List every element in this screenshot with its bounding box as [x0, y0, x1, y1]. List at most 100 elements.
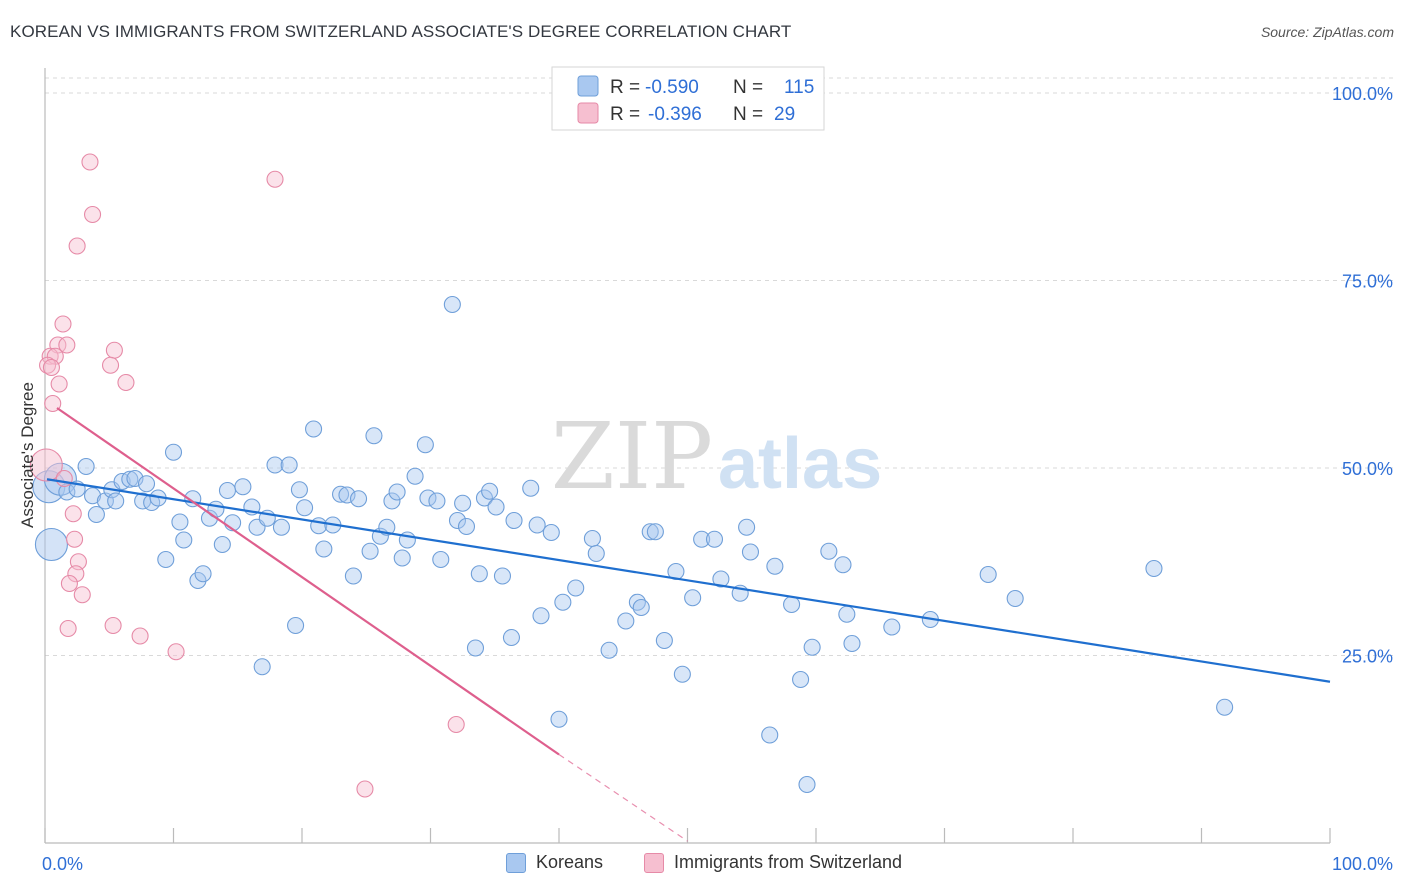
korean-point — [157, 550, 175, 569]
y-tick-label: 25.0% — [1342, 647, 1393, 667]
korean-point — [567, 579, 585, 597]
korean-point — [803, 638, 821, 656]
korean-point — [1006, 589, 1024, 608]
korean-point — [349, 490, 368, 508]
legend-label-swiss: Immigrants from Switzerland — [674, 852, 903, 872]
korean-point — [34, 527, 68, 562]
watermark: ZIP atlas — [551, 403, 882, 510]
korean-point — [705, 530, 724, 548]
korean-point — [470, 565, 488, 583]
korean-point — [481, 482, 499, 500]
legend-label-koreans: Koreans — [536, 852, 604, 872]
swiss-point — [266, 170, 284, 188]
korean-point — [641, 523, 659, 541]
korean-point — [792, 670, 810, 689]
source-label: Source: ZipAtlas.com — [1260, 24, 1394, 40]
korean-point — [137, 475, 156, 493]
korean-point — [693, 530, 711, 548]
korean-point — [213, 535, 231, 554]
korean-point — [290, 481, 308, 499]
korean-point — [443, 295, 461, 314]
legend-swatch-swiss — [644, 852, 664, 873]
legend-n-label: N = — [733, 77, 763, 98]
legend-swatch-swiss — [577, 102, 599, 124]
korean-point — [344, 567, 362, 585]
korean-point — [587, 544, 605, 563]
swiss-point — [68, 237, 86, 255]
legend-r-value: -0.396 — [648, 104, 702, 125]
korean-point — [522, 479, 540, 497]
korean-point — [493, 567, 512, 585]
korean-point — [416, 436, 434, 454]
korean-point — [502, 628, 521, 647]
korean-point — [432, 550, 450, 569]
swiss-point — [54, 315, 72, 333]
swiss-point — [447, 715, 465, 734]
swiss-point — [59, 619, 77, 638]
korean-point — [834, 556, 852, 574]
korean-point — [218, 481, 237, 500]
korean-point — [419, 489, 437, 507]
korean-point — [448, 511, 467, 530]
swiss-point — [73, 586, 91, 604]
swiss-point — [44, 394, 62, 413]
korean-point — [171, 513, 189, 531]
korean-point — [646, 523, 664, 541]
korean-point — [466, 639, 485, 657]
korean-point — [393, 549, 411, 567]
swiss-point — [83, 205, 102, 224]
x-tick-label: 100.0% — [1332, 854, 1393, 874]
legend-r-value: -0.590 — [645, 77, 699, 98]
watermark-atlas: atlas — [718, 424, 882, 504]
data-points — [29, 153, 1234, 798]
y-axis-label: Associate's Degree — [18, 382, 37, 528]
series-legend: Koreans Immigrants from Switzerland — [0, 852, 1406, 878]
korean-point — [305, 420, 323, 438]
korean-point — [87, 505, 105, 524]
korean-point — [554, 593, 572, 611]
swiss-point — [66, 530, 84, 548]
legend-r-label: R = — [610, 104, 640, 125]
koreans-trend-line — [46, 478, 1331, 683]
korean-point — [454, 494, 472, 512]
korean-point — [632, 598, 650, 617]
korean-point — [121, 470, 139, 488]
correlation-legend: R = -0.590 N = 115 R = -0.396 N = 29 — [551, 66, 825, 131]
korean-point — [266, 456, 284, 474]
korean-point — [583, 529, 601, 548]
korean-point — [253, 658, 271, 676]
korean-point — [684, 589, 702, 607]
korean-point — [287, 616, 305, 635]
korean-point — [234, 478, 252, 496]
korean-point — [457, 517, 476, 536]
korean-point — [528, 516, 546, 534]
korean-point — [296, 499, 314, 517]
legend-n-value: 29 — [774, 104, 795, 125]
korean-point — [280, 456, 298, 474]
korean-point — [83, 487, 102, 505]
korean-point — [843, 634, 861, 653]
korean-point — [428, 492, 446, 510]
korean-point — [761, 726, 779, 744]
korean-point — [164, 443, 183, 461]
swiss-point — [55, 469, 73, 488]
korean-point — [315, 540, 333, 558]
legend-n-value: 115 — [784, 77, 814, 98]
korean-point — [388, 483, 406, 501]
trend-lines — [46, 407, 1331, 842]
tick-labels: 25.0% 50.0% 75.0% 100.0% 0.0% 100.0% — [42, 84, 1393, 874]
korean-point — [194, 565, 212, 583]
swiss-point — [104, 616, 122, 635]
watermark-zip: ZIP — [551, 403, 713, 510]
legend-n-label: N = — [733, 104, 763, 125]
x-tick-label: 0.0% — [42, 854, 83, 874]
korean-point — [77, 457, 95, 476]
korean-point — [383, 492, 401, 510]
gridlines — [45, 77, 1394, 656]
korean-point — [542, 523, 560, 542]
swiss-point — [67, 565, 85, 583]
swiss-point — [29, 448, 63, 482]
y-tick-label: 100.0% — [1332, 84, 1393, 104]
korean-point — [798, 775, 816, 794]
